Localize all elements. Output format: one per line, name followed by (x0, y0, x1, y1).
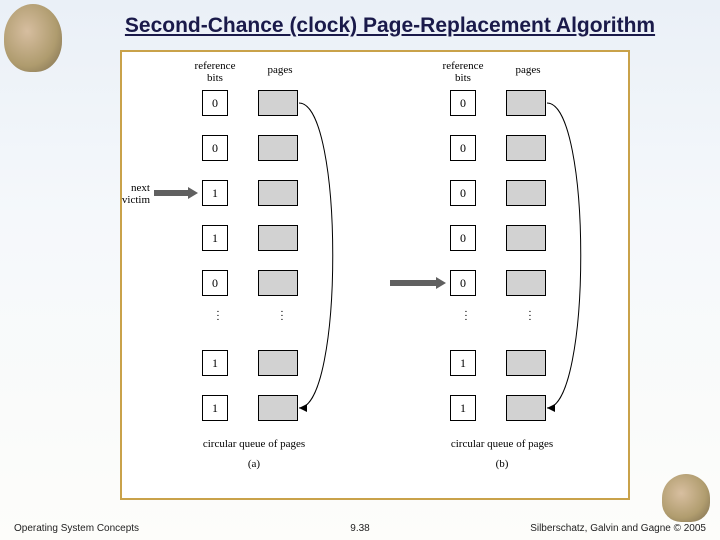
next-victim-arrow-icon (134, 60, 374, 480)
logo-dino-right (662, 474, 710, 522)
footer-right: Silberschatz, Galvin and Gagne © 2005 (530, 523, 706, 534)
page-title: Second-Chance (clock) Page-Replacement A… (80, 14, 700, 38)
pointer-arrow-icon (382, 60, 622, 480)
panel-a: reference bits pages next victim circula… (134, 60, 374, 480)
logo-dino-left (4, 4, 62, 72)
panel-b: reference bits pages circular queue of p… (382, 60, 622, 480)
diagram-container: reference bits pages next victim circula… (120, 50, 630, 500)
